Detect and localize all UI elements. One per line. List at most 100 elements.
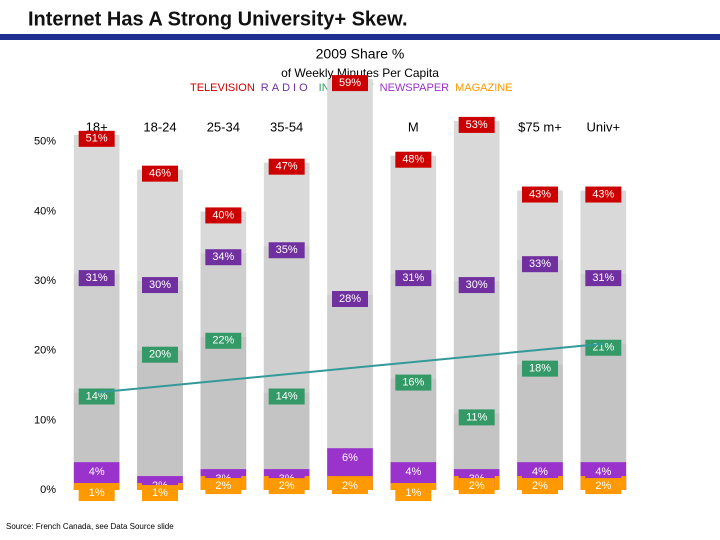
value-label-bg <box>78 270 115 287</box>
value-label-bg <box>522 360 558 377</box>
value-label-bg <box>205 332 242 349</box>
value-label: 59% <box>339 77 361 89</box>
value-label-bg <box>395 151 432 168</box>
value-label-bg <box>142 277 178 294</box>
x-tick-label: $75 m+ <box>518 119 562 134</box>
value-label-bg <box>395 270 432 287</box>
value-label-bg <box>458 277 495 294</box>
value-label: 31% <box>592 272 614 284</box>
value-label-bg <box>458 409 495 426</box>
value-label-bg <box>332 478 368 495</box>
value-label: 4% <box>595 466 611 478</box>
value-label-bg <box>142 165 178 182</box>
value-label: 1% <box>89 487 105 499</box>
value-label-bg <box>205 478 242 495</box>
value-label: 14% <box>86 390 108 402</box>
chart-title: Internet Has A Strong University+ Skew. <box>28 8 408 30</box>
value-label: 47% <box>276 161 298 173</box>
y-tick-label: 10% <box>34 414 56 426</box>
value-label-bg <box>142 346 178 363</box>
x-tick-label: 25-34 <box>207 119 240 134</box>
source: Source: French Canada, see Data Source s… <box>6 522 174 531</box>
value-label-bg <box>332 291 368 307</box>
value-label: 1% <box>405 487 421 499</box>
value-label: 43% <box>529 188 551 200</box>
y-tick-label: 50% <box>34 136 56 148</box>
value-label-bg <box>332 450 368 467</box>
value-label-bg <box>585 464 622 481</box>
x-tick-label: M <box>408 119 419 134</box>
legend-entry: RADIO <box>261 82 311 94</box>
value-label: 1% <box>152 487 168 499</box>
value-label: 34% <box>212 251 234 263</box>
y-tick-label: 0% <box>40 484 56 496</box>
value-label-bg <box>522 256 558 273</box>
x-tick-label: 18-24 <box>143 119 176 134</box>
value-label: 11% <box>466 411 487 423</box>
value-label-bg <box>585 186 622 203</box>
value-label: 22% <box>212 335 234 347</box>
y-tick-label: 30% <box>34 275 56 287</box>
value-label: 21% <box>592 342 614 354</box>
bar <box>137 350 183 490</box>
value-label-bg <box>78 464 115 481</box>
value-label: 30% <box>466 279 488 291</box>
value-label: 2% <box>469 480 485 492</box>
value-label-bg <box>78 485 115 502</box>
value-label: 33% <box>529 258 551 270</box>
value-label-bg <box>268 242 305 259</box>
value-label: 4% <box>532 466 548 478</box>
value-label: 20% <box>149 349 171 361</box>
value-label: 43% <box>592 188 614 200</box>
subtitle: 2009 Share % <box>316 46 405 62</box>
value-label-bg <box>78 130 115 147</box>
value-label-bg <box>332 75 368 92</box>
value-label: 14% <box>276 390 298 402</box>
y-tick-label: 20% <box>34 345 56 357</box>
value-label-bg <box>395 485 432 502</box>
value-label: 31% <box>402 272 424 284</box>
value-label-bg <box>205 207 242 224</box>
x-tick-label: 35-54 <box>270 119 303 134</box>
value-label: 30% <box>149 279 171 291</box>
value-label: 31% <box>86 272 108 284</box>
value-label: 48% <box>402 154 424 166</box>
value-label: 40% <box>212 209 234 221</box>
value-label: 2% <box>595 480 611 492</box>
value-label-bg <box>268 388 305 405</box>
x-tick-label: 18+ <box>86 119 108 134</box>
value-label-bg <box>395 464 432 481</box>
value-label: 35% <box>276 244 298 256</box>
value-label-bg <box>522 464 558 481</box>
value-label-bg <box>268 478 305 495</box>
value-label-bg <box>585 478 622 495</box>
value-label: 51% <box>86 133 108 145</box>
value-label-bg <box>522 186 558 203</box>
value-label: 2% <box>532 480 548 492</box>
value-label: 18% <box>529 363 551 375</box>
title-rule <box>0 34 720 40</box>
value-label-bg <box>585 270 622 287</box>
value-label: 53% <box>466 119 488 131</box>
value-label-bg <box>458 478 495 495</box>
value-label-bg <box>268 158 305 175</box>
value-label: 46% <box>149 168 171 180</box>
value-label: 16% <box>402 376 424 388</box>
value-label-bg <box>395 374 432 391</box>
legend-entry: NEWSPAPER <box>380 82 450 94</box>
value-label: 6% <box>342 452 358 464</box>
value-label: 2% <box>342 480 358 492</box>
subtitle2: of Weekly Minutes Per Capita <box>281 66 439 80</box>
trend-line <box>96 342 604 394</box>
value-label-bg <box>142 485 178 502</box>
value-label: 2% <box>215 480 231 492</box>
value-label-bg <box>522 478 558 495</box>
x-tick-label: Univ+ <box>587 119 621 134</box>
value-label-bg <box>458 116 495 133</box>
y-tick-label: 40% <box>34 205 56 217</box>
value-label-bg <box>205 249 242 266</box>
bar <box>200 336 247 490</box>
value-label: 4% <box>89 466 105 478</box>
